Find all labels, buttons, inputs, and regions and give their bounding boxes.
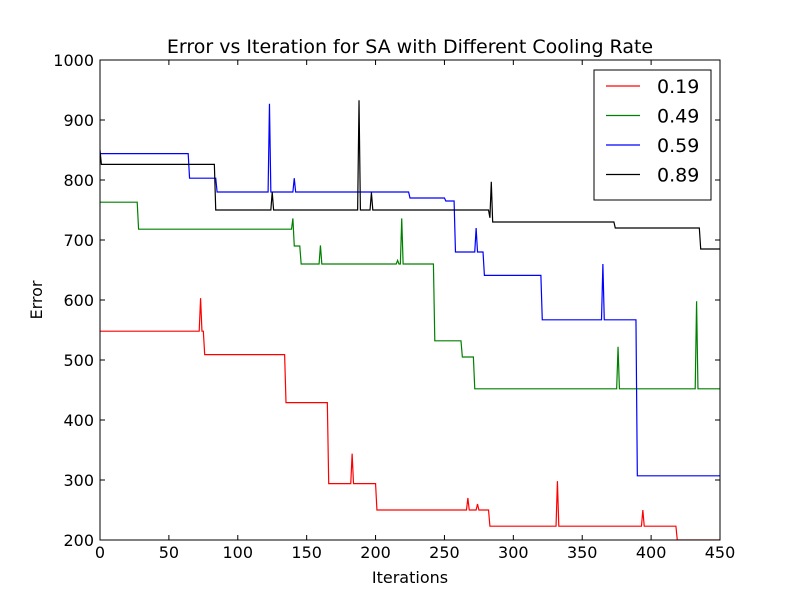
chart-title: Error vs Iteration for SA with Different… [167,36,653,58]
legend: 0.19 0.49 0.59 0.89 [593,69,712,201]
x-tick-label: 400 [636,543,667,562]
x-tick-label: 450 [705,543,736,562]
plot-lines [100,100,720,540]
series-line-0.19 [100,298,720,540]
y-tick-label: 400 [63,411,94,430]
series-line-0.89 [100,100,720,250]
series-line-0.49 [100,201,720,390]
x-tick-label: 200 [360,543,391,562]
x-tick-label: 0 [95,543,105,562]
x-tick-label: 50 [159,543,179,562]
x-tick-label: 100 [223,543,254,562]
y-tick-label: 700 [63,231,94,250]
y-tick-label: 300 [63,471,94,490]
legend-label-0.49: 0.49 [657,106,699,128]
x-axis-label: Iterations [372,568,448,587]
y-axis-ticks: 200 300 400 500 600 700 800 900 1000 [53,51,720,550]
y-tick-label: 900 [63,111,94,130]
legend-label-0.19: 0.19 [657,76,699,98]
y-tick-label: 500 [63,351,94,370]
y-tick-label: 800 [63,171,94,190]
x-tick-label: 150 [291,543,322,562]
y-tick-label: 600 [63,291,94,310]
x-tick-label: 300 [498,543,529,562]
plot-frame [99,59,721,541]
series-line-0.59 [100,103,720,477]
x-axis-ticks: 0 50 100 150 200 250 300 350 400 450 [95,60,735,562]
legend-label-0.89: 0.89 [657,165,699,187]
x-tick-label: 250 [429,543,460,562]
y-tick-label: 200 [63,531,94,550]
y-axis-label: Error [27,280,46,319]
legend-box [593,69,712,201]
legend-label-0.59: 0.59 [657,135,699,157]
y-tick-label: 1000 [53,51,94,70]
x-tick-label: 350 [567,543,598,562]
